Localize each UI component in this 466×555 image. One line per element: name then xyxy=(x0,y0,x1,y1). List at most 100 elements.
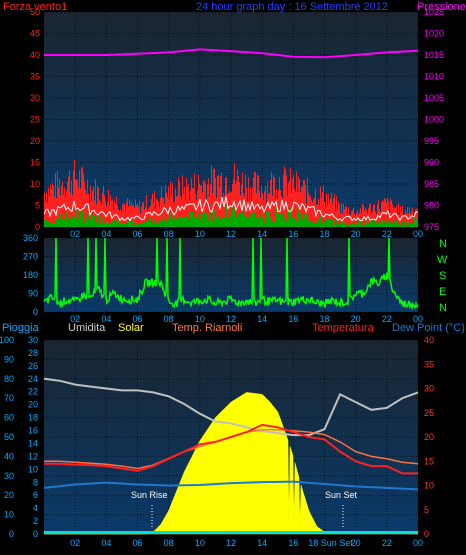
y-tick-label-wind: 30 xyxy=(30,93,40,103)
y-tick-label-wind: 45 xyxy=(30,29,40,39)
y-tick-label-wind: 5 xyxy=(35,201,40,211)
sunrise-label: Sun Rise xyxy=(131,490,168,500)
y-tick-label-rain: 60 xyxy=(4,413,14,423)
y-tick-label-inner: 0 xyxy=(33,529,38,539)
x-tick-label-2: 08 xyxy=(164,314,174,324)
y-tick-label-inner: 10 xyxy=(28,464,38,474)
y-tick-label-rain: 90 xyxy=(4,354,14,364)
y-tick-label-pressure: 995 xyxy=(424,136,439,146)
y-tick-label-inner: 18 xyxy=(28,413,38,423)
y-tick-label-inner: 4 xyxy=(33,503,38,513)
compass-label-w: W xyxy=(437,254,448,266)
y-tick-label-temp: 40 xyxy=(424,335,434,345)
y-tick-label-wind: 20 xyxy=(30,136,40,146)
x-tick-label-3: 08 xyxy=(164,538,174,548)
x-tick-label-2: 00 xyxy=(413,314,423,324)
y-tick-label-rain: 50 xyxy=(4,432,14,442)
y-tick-label-inner: 20 xyxy=(28,400,38,410)
y-tick-label-inner: 22 xyxy=(28,387,38,397)
y-tick-label-temp: 25 xyxy=(424,408,434,418)
humidity-line xyxy=(43,377,419,437)
y-tick-label-direction: 180 xyxy=(23,270,38,280)
y-tick-label-wind: 10 xyxy=(30,179,40,189)
x-tick-label-3: 06 xyxy=(132,538,142,548)
y-tick-label-wind: 40 xyxy=(30,50,40,60)
y-tick-label-inner: 16 xyxy=(28,426,38,436)
y-tick-label-rain: 70 xyxy=(4,393,14,403)
legend-temperature: Temperatura xyxy=(312,322,375,334)
y-tick-label-inner: 14 xyxy=(28,438,38,448)
x-tick-label-2: 04 xyxy=(101,314,111,324)
y-tick-label-wind: 15 xyxy=(30,158,40,168)
legend-temp-riarnoli: Temp. Riarnoli xyxy=(172,322,242,334)
y-tick-label-pressure: 1015 xyxy=(424,50,444,60)
y-tick-label-temp: 15 xyxy=(424,456,434,466)
y-tick-label-rain: 80 xyxy=(4,374,14,384)
y-tick-label-pressure: 1020 xyxy=(424,29,444,39)
y-tick-label-pressure: 1025 xyxy=(424,7,444,17)
y-tick-label-rain: 20 xyxy=(4,490,14,500)
y-tick-label-pressure: 1010 xyxy=(424,72,444,82)
y-tick-label-wind: 0 xyxy=(35,222,40,232)
compass-label-e: E xyxy=(439,286,446,298)
y-tick-label-temp: 0 xyxy=(424,529,429,539)
wind-axis-label: Forza vento1 xyxy=(3,1,67,13)
y-tick-label-pressure: 1005 xyxy=(424,93,444,103)
y-tick-label-rain: 30 xyxy=(4,471,14,481)
y-tick-label-pressure: 980 xyxy=(424,201,439,211)
rain-bar xyxy=(44,531,418,534)
dewpoint-line xyxy=(43,480,419,491)
y-tick-label-rain: 0 xyxy=(9,529,14,539)
compass-label-n-top: N xyxy=(439,238,447,250)
x-tick-label-3: 16 xyxy=(288,538,298,548)
y-tick-label-rain: 100 xyxy=(0,335,14,345)
y-tick-label-temp: 30 xyxy=(424,384,434,394)
x-tick-label-1: 04 xyxy=(101,229,111,239)
x-tick-label-1: 20 xyxy=(351,229,361,239)
legend-solar: Solar xyxy=(118,322,144,334)
y-tick-label-pressure: 985 xyxy=(424,179,439,189)
wind-direction-line xyxy=(43,237,419,311)
x-tick-label-2: 14 xyxy=(257,314,267,324)
y-tick-label-inner: 6 xyxy=(33,490,38,500)
y-tick-label-inner: 12 xyxy=(28,451,38,461)
y-tick-label-inner: 26 xyxy=(28,361,38,371)
legend-humidity: Umidita xyxy=(68,322,106,334)
legend-rain: Pioggia xyxy=(2,322,40,334)
compass-label-s: S xyxy=(439,270,446,282)
x-tick-label-1: 02 xyxy=(70,229,80,239)
x-tick-label-3: 22 xyxy=(382,538,392,548)
y-tick-label-rain: 10 xyxy=(4,510,14,520)
x-tick-label-1: 12 xyxy=(226,229,236,239)
x-tick-label-2: 10 xyxy=(195,314,205,324)
y-tick-label-wind: 50 xyxy=(30,7,40,17)
x-tick-label-18-sunset: 18 Sun Set xyxy=(308,538,353,548)
chart-title: 24 hour graph day : 16 Settembre 2012 xyxy=(196,1,388,13)
x-tick-label-2: 02 xyxy=(70,314,80,324)
x-tick-label-3: 12 xyxy=(226,538,236,548)
y-tick-label-direction: 90 xyxy=(28,289,38,299)
wind-gust-line xyxy=(43,196,419,222)
y-tick-label-pressure: 975 xyxy=(424,222,439,232)
x-tick-label-3: 20 xyxy=(351,538,361,548)
y-tick-label-temp: 5 xyxy=(424,505,429,515)
x-tick-label-1: 08 xyxy=(164,229,174,239)
pressure-axis-label: Pressione xyxy=(417,1,466,13)
y-tick-label-inner: 28 xyxy=(28,348,38,358)
sunset-label: Sun Set xyxy=(325,490,358,500)
x-tick-label-2: 12 xyxy=(226,314,236,324)
pressure-line xyxy=(44,48,419,59)
x-tick-label-3: 00 xyxy=(413,538,423,548)
x-tick-label-2: 16 xyxy=(288,314,298,324)
y-tick-label-wind: 35 xyxy=(30,72,40,82)
legend-dewpoint: Dew Point (°C) xyxy=(392,322,465,334)
y-tick-label-pressure: 1000 xyxy=(424,115,444,125)
x-tick-label-1: 14 xyxy=(257,229,267,239)
x-tick-label-1: 00 xyxy=(413,229,423,239)
y-tick-label-direction: 270 xyxy=(23,252,38,262)
x-tick-label-2: 20 xyxy=(351,314,361,324)
y-tick-label-inner: 30 xyxy=(28,335,38,345)
y-tick-label-wind: 25 xyxy=(30,115,40,125)
